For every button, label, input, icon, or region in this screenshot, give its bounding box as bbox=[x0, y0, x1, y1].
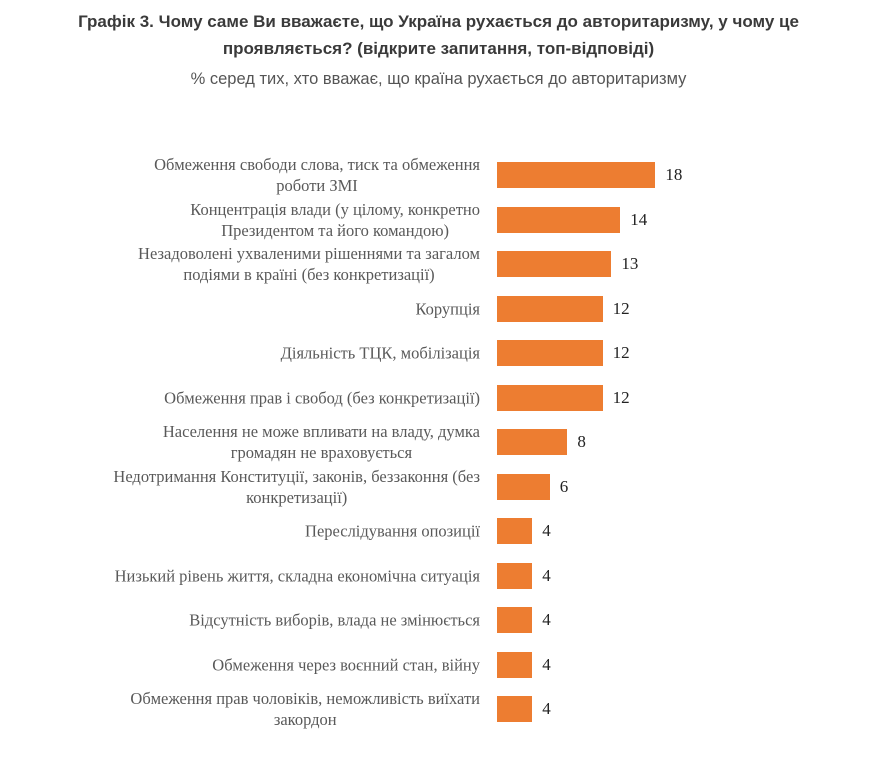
bar bbox=[497, 340, 603, 366]
category-label-line: закордон bbox=[273, 710, 337, 729]
category-label-line: Діяльність ТЦК, мобілізація bbox=[280, 343, 480, 363]
category-label-line: Обмеження прав і свобод (без конкретизац… bbox=[164, 388, 480, 407]
category-label: Обмеження через воєнний стан, війну bbox=[212, 654, 480, 675]
bar bbox=[497, 295, 603, 322]
bar bbox=[497, 384, 603, 411]
data-label: 6 bbox=[559, 476, 569, 496]
category-label: Низький рівень життя, складна економічна… bbox=[115, 565, 480, 586]
category-label-line: Населення не може впливати на владу, дум… bbox=[162, 422, 480, 441]
category-label: Переслідування опозиції bbox=[305, 521, 480, 542]
category-label: Діяльність ТЦК, мобілізація bbox=[281, 343, 480, 364]
category-label: Корупція bbox=[415, 298, 480, 319]
data-label: 14 bbox=[630, 209, 648, 229]
chart-title: Графік 3. Чому саме Ви вважаєте, що Укра… bbox=[78, 12, 799, 58]
data-label: 4 bbox=[542, 654, 551, 674]
category-label: Населення не може впливати на владу, дум… bbox=[163, 421, 480, 463]
bar bbox=[497, 696, 533, 722]
bar bbox=[497, 473, 550, 500]
category-label: Незадоволені ухваленими рішеннями та заг… bbox=[138, 243, 480, 285]
category-label-line: роботи ЗМІ bbox=[276, 176, 358, 195]
category-label: Недотримання Конституції, законів, безза… bbox=[113, 466, 480, 508]
category-label: Концентрація влади (у цілому, конкретно П… bbox=[190, 199, 480, 241]
category-label: Обмеження прав і свобод (без конкретизац… bbox=[164, 387, 480, 408]
category-label-line: громадян не враховується bbox=[230, 443, 413, 462]
bar bbox=[497, 518, 533, 544]
data-label: 4 bbox=[542, 565, 551, 585]
bar bbox=[497, 251, 612, 277]
category-label-line: Концентрація влади (у цілому, конкретно bbox=[190, 199, 480, 219]
category-label: Обмеження свободи слова, тиск та обмежен… bbox=[154, 154, 480, 196]
data-label: 13 bbox=[621, 254, 639, 273]
data-label: 18 bbox=[665, 165, 683, 184]
data-label: 4 bbox=[542, 521, 551, 540]
category-label-line: Президентом та його командою) bbox=[221, 220, 450, 240]
chart-subtitle: % серед тих, хто вважає, що країна рухає… bbox=[190, 70, 687, 88]
category-label-line: Обмеження прав чоловіків, неможливість в… bbox=[130, 689, 480, 708]
category-label-line: Корупція bbox=[415, 299, 480, 318]
category-label-line: Відсутність виборів, влада не змінюється bbox=[189, 610, 480, 630]
bar bbox=[497, 429, 568, 455]
bar bbox=[497, 206, 621, 233]
category-label-line: конкретизації) bbox=[246, 487, 348, 507]
data-label: 4 bbox=[542, 610, 551, 629]
category-label-line: Низький рівень життя, складна економічна… bbox=[114, 566, 480, 585]
data-label: 12 bbox=[612, 387, 630, 407]
category-label-line: Незадоволені ухваленими рішеннями та заг… bbox=[138, 244, 480, 263]
bar bbox=[497, 651, 533, 678]
category-label-line: подіями в країні (без конкретизації) bbox=[183, 265, 435, 284]
category-label-line: Недотримання Конституції, законів, безза… bbox=[113, 466, 480, 486]
bar bbox=[497, 562, 533, 589]
bar bbox=[497, 162, 656, 188]
data-label: 12 bbox=[612, 343, 630, 362]
data-label: 8 bbox=[577, 432, 586, 451]
data-label: 4 bbox=[542, 699, 551, 718]
category-label: Відсутність виборів, влада не змінюється bbox=[189, 610, 480, 631]
bar bbox=[497, 607, 533, 633]
category-label: Обмеження прав чоловіків, неможливість в… bbox=[130, 688, 480, 730]
category-label-line: Обмеження через воєнний стан, війну bbox=[212, 655, 480, 674]
category-label-line: Переслідування опозиції bbox=[305, 521, 480, 541]
category-label-line: Обмеження свободи слова, тиск та обмежен… bbox=[154, 155, 480, 174]
data-label: 12 bbox=[612, 298, 630, 318]
